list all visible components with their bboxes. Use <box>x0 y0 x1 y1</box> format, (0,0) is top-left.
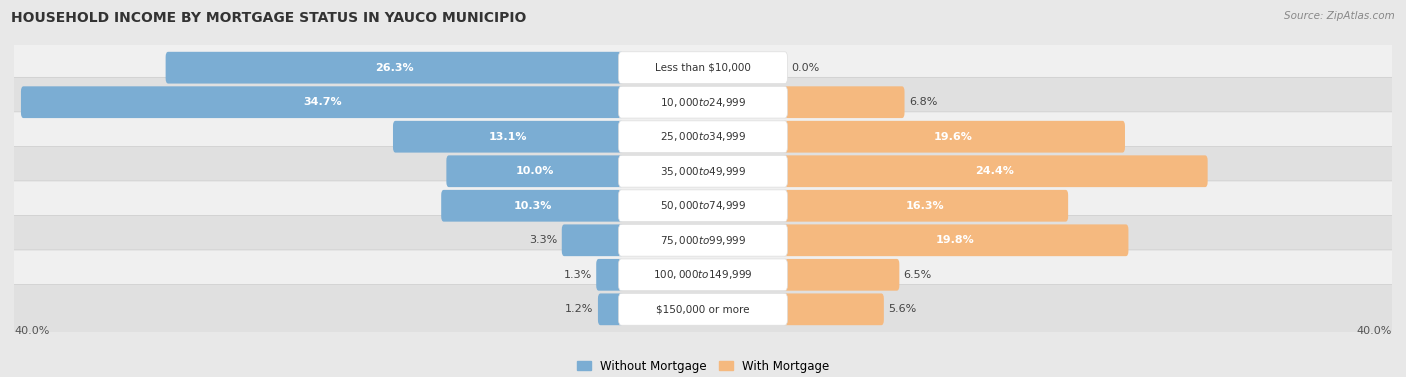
Text: 34.7%: 34.7% <box>304 97 342 107</box>
FancyBboxPatch shape <box>446 155 624 187</box>
FancyBboxPatch shape <box>8 112 1398 162</box>
FancyBboxPatch shape <box>562 224 624 256</box>
Text: 10.3%: 10.3% <box>513 201 551 211</box>
FancyBboxPatch shape <box>598 293 624 325</box>
FancyBboxPatch shape <box>619 224 787 256</box>
Text: 19.6%: 19.6% <box>934 132 973 142</box>
FancyBboxPatch shape <box>782 86 904 118</box>
FancyBboxPatch shape <box>782 155 1208 187</box>
FancyBboxPatch shape <box>8 250 1398 300</box>
Text: 3.3%: 3.3% <box>529 235 557 245</box>
FancyBboxPatch shape <box>8 181 1398 231</box>
Text: $25,000 to $34,999: $25,000 to $34,999 <box>659 130 747 143</box>
Text: $35,000 to $49,999: $35,000 to $49,999 <box>659 165 747 178</box>
FancyBboxPatch shape <box>21 86 624 118</box>
Text: 24.4%: 24.4% <box>976 166 1014 176</box>
FancyBboxPatch shape <box>782 224 1129 256</box>
Text: 40.0%: 40.0% <box>1357 326 1392 336</box>
FancyBboxPatch shape <box>619 259 787 291</box>
Text: 13.1%: 13.1% <box>489 132 527 142</box>
FancyBboxPatch shape <box>619 86 787 118</box>
Text: $10,000 to $24,999: $10,000 to $24,999 <box>659 96 747 109</box>
FancyBboxPatch shape <box>619 293 787 325</box>
Text: 1.3%: 1.3% <box>564 270 592 280</box>
FancyBboxPatch shape <box>782 121 1125 153</box>
Legend: Without Mortgage, With Mortgage: Without Mortgage, With Mortgage <box>572 355 834 377</box>
Text: Less than $10,000: Less than $10,000 <box>655 63 751 73</box>
Text: 6.5%: 6.5% <box>904 270 932 280</box>
FancyBboxPatch shape <box>782 259 900 291</box>
FancyBboxPatch shape <box>441 190 624 222</box>
FancyBboxPatch shape <box>8 285 1398 334</box>
Text: $150,000 or more: $150,000 or more <box>657 304 749 314</box>
Text: 6.8%: 6.8% <box>908 97 938 107</box>
FancyBboxPatch shape <box>8 146 1398 196</box>
Text: 40.0%: 40.0% <box>14 326 49 336</box>
Text: 10.0%: 10.0% <box>516 166 554 176</box>
FancyBboxPatch shape <box>8 215 1398 265</box>
Text: $100,000 to $149,999: $100,000 to $149,999 <box>654 268 752 281</box>
Text: 16.3%: 16.3% <box>905 201 945 211</box>
FancyBboxPatch shape <box>8 43 1398 92</box>
Text: 19.8%: 19.8% <box>936 235 974 245</box>
Text: 0.0%: 0.0% <box>792 63 820 73</box>
Text: 1.2%: 1.2% <box>565 304 593 314</box>
FancyBboxPatch shape <box>392 121 624 153</box>
FancyBboxPatch shape <box>166 52 624 84</box>
FancyBboxPatch shape <box>8 77 1398 127</box>
Text: $50,000 to $74,999: $50,000 to $74,999 <box>659 199 747 212</box>
FancyBboxPatch shape <box>782 190 1069 222</box>
FancyBboxPatch shape <box>782 293 884 325</box>
Text: $75,000 to $99,999: $75,000 to $99,999 <box>659 234 747 247</box>
Text: 5.6%: 5.6% <box>889 304 917 314</box>
FancyBboxPatch shape <box>619 52 787 84</box>
FancyBboxPatch shape <box>619 121 787 153</box>
Text: Source: ZipAtlas.com: Source: ZipAtlas.com <box>1284 11 1395 21</box>
Text: 26.3%: 26.3% <box>375 63 413 73</box>
FancyBboxPatch shape <box>619 155 787 187</box>
Text: HOUSEHOLD INCOME BY MORTGAGE STATUS IN YAUCO MUNICIPIO: HOUSEHOLD INCOME BY MORTGAGE STATUS IN Y… <box>11 11 527 25</box>
FancyBboxPatch shape <box>619 190 787 222</box>
FancyBboxPatch shape <box>596 259 624 291</box>
